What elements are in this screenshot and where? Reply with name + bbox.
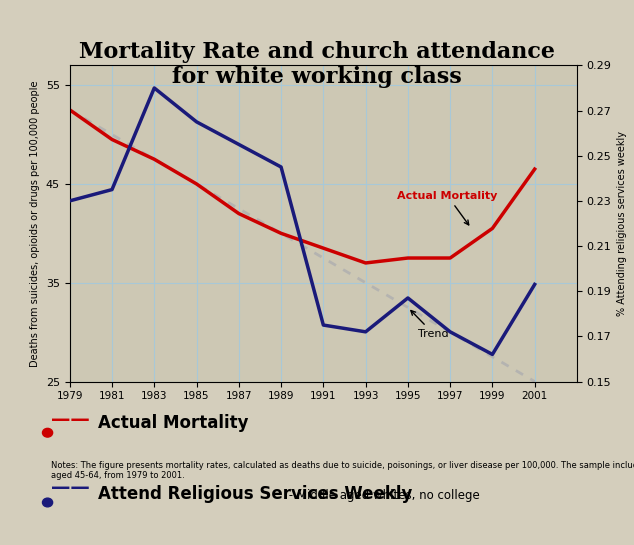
Y-axis label: % Attending religious services weekly: % Attending religious services weekly [617, 131, 627, 316]
Circle shape [42, 498, 53, 507]
Text: Actual Mortality: Actual Mortality [98, 414, 249, 432]
Text: ——: —— [51, 478, 89, 497]
Text: Actual Mortality: Actual Mortality [398, 191, 498, 225]
Circle shape [42, 428, 53, 437]
Text: Trend: Trend [411, 311, 449, 339]
Text: Notes: The figure presents mortality rates, calculated as deaths due to suicide,: Notes: The figure presents mortality rat… [51, 461, 634, 480]
Text: Mortality Rate and church attendance
for white working class: Mortality Rate and church attendance for… [79, 41, 555, 88]
Text: ——: —— [51, 410, 89, 429]
Text: Attend Religious Services Weekly: Attend Religious Services Weekly [98, 485, 413, 502]
Y-axis label: Deaths from suicides, opioids or drugs per 100,000 people: Deaths from suicides, opioids or drugs p… [30, 80, 41, 367]
Text: - Middle aged whites, no college: - Middle aged whites, no college [285, 489, 480, 502]
